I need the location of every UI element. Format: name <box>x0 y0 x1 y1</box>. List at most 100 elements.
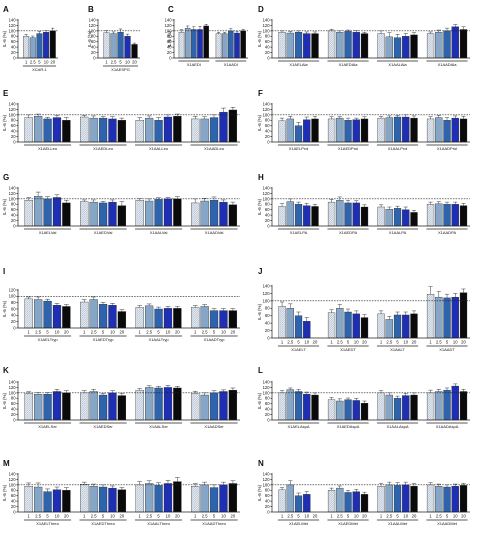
y-tick-label: 40 <box>11 45 16 50</box>
panel-label: K <box>3 366 9 375</box>
dose-tick-label: 5 <box>446 514 449 519</box>
bar <box>124 36 131 59</box>
bar <box>426 33 435 59</box>
y-tick-label: 80 <box>91 34 96 39</box>
y-tick-label: 20 <box>11 134 16 139</box>
bar <box>80 201 89 227</box>
dose-tick-label: 1 <box>330 340 333 345</box>
bar <box>327 399 336 421</box>
dose-tick-label: 2.5 <box>91 514 97 519</box>
dose-tick-label: 5 <box>157 514 160 519</box>
bar <box>336 487 344 513</box>
bar <box>191 29 197 59</box>
dose-tick-label: 5 <box>213 330 216 335</box>
y-tick-label: 140 <box>9 17 17 22</box>
bar <box>426 118 435 143</box>
bar <box>435 203 443 227</box>
y-tick-label: 0 <box>267 223 270 228</box>
bar-group: 1 2.5 5 10 20 X1AELT <box>277 301 320 352</box>
dose-tick-label: 1 <box>105 60 108 65</box>
y-tick-label: 140 <box>263 185 271 190</box>
y-tick-label: 120 <box>9 191 17 196</box>
y-tick-label: 20 <box>11 412 16 417</box>
bar <box>286 389 294 421</box>
bar <box>200 394 209 421</box>
bar <box>228 389 238 421</box>
dose-tick-label: 20 <box>412 514 417 519</box>
bar <box>385 484 393 513</box>
bar <box>98 486 108 513</box>
y-tick-label: 60 <box>167 39 172 44</box>
bar <box>33 116 43 143</box>
bar <box>286 201 294 227</box>
bar-group: X1AEDSer <box>79 389 127 429</box>
bar <box>443 30 451 59</box>
bar <box>303 394 311 421</box>
panel-label: H <box>258 173 264 182</box>
y-tick-label: 60 <box>265 207 270 212</box>
bar <box>43 491 52 513</box>
group-label: X1AALT <box>390 347 405 352</box>
dose-tick-label: 1 <box>429 340 432 345</box>
bar-group: X1AALAla <box>376 30 419 67</box>
group-label: X1AALMet <box>388 521 408 526</box>
bar <box>219 111 228 143</box>
bar <box>393 116 402 143</box>
y-tick-label: 120 <box>263 291 271 296</box>
group-label: X1AELSer <box>38 424 57 429</box>
y-tick-label: 100 <box>263 390 271 395</box>
dose-tick-label: 10 <box>110 514 115 519</box>
dose-tick-label: 2.5 <box>386 514 392 519</box>
bar <box>33 486 43 513</box>
dose-tick-label: 10 <box>354 340 359 345</box>
y-tick-label: 80 <box>265 396 270 401</box>
bar <box>451 296 459 339</box>
bar <box>62 120 71 143</box>
bar <box>89 299 98 329</box>
bar <box>451 204 459 227</box>
bar <box>89 486 98 513</box>
y-tick-label: 80 <box>265 34 270 39</box>
bar <box>344 492 352 513</box>
bar <box>219 201 228 227</box>
bar <box>385 36 393 59</box>
dose-tick-label: 20 <box>313 514 318 519</box>
y-tick-label: 100 <box>89 28 97 33</box>
bar <box>385 319 393 339</box>
bar-group: X1AADLeu <box>190 107 238 151</box>
y-tick-label: 40 <box>265 213 270 218</box>
y-axis-title: IL-6 (%) <box>2 392 7 409</box>
bar <box>385 394 393 421</box>
bar <box>402 209 410 227</box>
dose-tick-label: 1 <box>25 60 28 65</box>
y-tick-label: 80 <box>11 118 16 123</box>
y-tick-label: 60 <box>11 306 16 311</box>
y-tick-label: 100 <box>9 294 17 299</box>
y-tick-label: 40 <box>11 213 16 218</box>
bar <box>209 392 219 421</box>
dose-tick-label: 1 <box>139 330 142 335</box>
bar <box>377 392 385 421</box>
group-label: X1AELVal <box>39 230 57 235</box>
dose-tick-label: 1 <box>28 514 31 519</box>
dose-tick-label: 20 <box>64 330 69 335</box>
bar <box>135 200 144 227</box>
bar <box>294 125 303 143</box>
dose-tick-label: 10 <box>403 340 408 345</box>
group-label: X1AELThreo <box>36 521 59 526</box>
bar <box>327 30 336 59</box>
bar <box>24 298 33 329</box>
bar <box>89 391 98 421</box>
bar <box>278 392 286 421</box>
bar <box>163 387 173 421</box>
group-label: X1AADTryp <box>204 337 226 342</box>
group-label: X1AELT <box>291 347 306 352</box>
dose-tick-label: 10 <box>166 514 171 519</box>
group-label: X1AELLeu <box>38 146 57 151</box>
dose-tick-label: 2.5 <box>287 514 293 519</box>
bar <box>33 299 43 329</box>
